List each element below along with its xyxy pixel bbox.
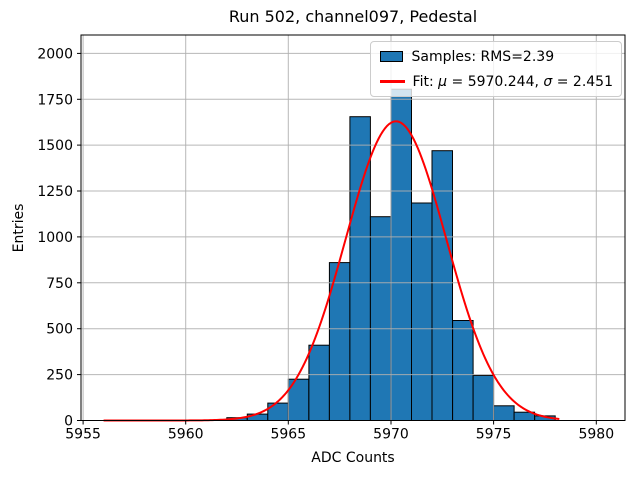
histogram-bar bbox=[390, 88, 412, 421]
chart-title: Run 502, channel097, Pedestal bbox=[228, 7, 478, 26]
legend-item-samples: Samples: RMS=2.39 bbox=[379, 46, 613, 67]
sigma-symbol: σ bbox=[543, 73, 553, 90]
y-tick-label: 500 bbox=[46, 322, 73, 338]
y-tick-label: 1750 bbox=[37, 92, 73, 108]
legend-item-fit: Fit: μ = 5970.244, σ = 2.451 bbox=[379, 71, 613, 92]
x-tick-label: 5965 bbox=[270, 427, 306, 443]
axes-spines bbox=[80, 34, 626, 421]
x-axis-label: ADC Counts bbox=[311, 450, 395, 466]
mu-symbol: μ bbox=[438, 73, 448, 90]
y-tick-label: 0 bbox=[64, 414, 73, 430]
histogram-bar bbox=[411, 202, 433, 421]
y-tick-label: 1000 bbox=[37, 230, 73, 246]
histogram-bar bbox=[369, 216, 392, 421]
histogram-bar bbox=[308, 344, 330, 422]
legend-box: Samples: RMS=2.39 Fit: μ = 5970.244, σ =… bbox=[369, 41, 622, 97]
x-tick-label: 5980 bbox=[578, 427, 614, 443]
y-tick-label: 250 bbox=[46, 368, 73, 384]
fit-line-swatch-icon bbox=[379, 80, 405, 83]
histogram-bar bbox=[452, 320, 474, 421]
histogram-swatch-icon bbox=[379, 51, 403, 62]
legend-fit-label: Fit: μ = 5970.244, σ = 2.451 bbox=[412, 73, 613, 90]
y-tick-label: 1500 bbox=[37, 138, 73, 154]
y-axis-label: Entries bbox=[11, 203, 27, 253]
x-tick-label: 5975 bbox=[476, 427, 512, 443]
histogram-bar bbox=[493, 405, 515, 421]
y-tick-label: 750 bbox=[46, 276, 73, 292]
x-tick-label: 5960 bbox=[168, 427, 204, 443]
y-tick-label: 2000 bbox=[37, 46, 73, 62]
histogram-bar bbox=[472, 375, 495, 421]
x-tick-label: 5970 bbox=[373, 427, 409, 443]
y-tick-label: 1250 bbox=[37, 184, 73, 200]
legend-samples-label: Samples: RMS=2.39 bbox=[411, 48, 555, 65]
x-tick-label: 5955 bbox=[65, 427, 101, 443]
